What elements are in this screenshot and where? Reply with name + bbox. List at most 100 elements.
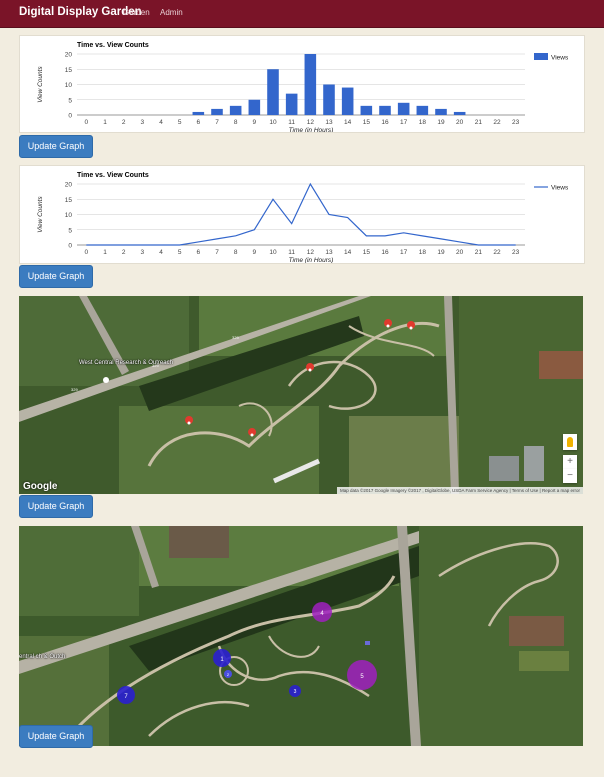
marker-cluster[interactable]: 7 <box>117 686 135 704</box>
update-graph-button-3[interactable]: Update Graph <box>19 495 93 518</box>
x-tick-label: 23 <box>512 249 520 256</box>
x-tick-label: 16 <box>381 119 389 126</box>
x-tick-label: 14 <box>344 249 352 256</box>
x-tick-label: 15 <box>363 249 371 256</box>
x-tick-label: 6 <box>197 119 201 126</box>
x-tick-label: 13 <box>325 249 333 256</box>
svg-text:7: 7 <box>124 694 128 700</box>
chart-bar <box>379 105 391 115</box>
y-axis-label: View Counts <box>37 196 44 233</box>
x-tick-label: 21 <box>475 119 483 126</box>
x-tick-label: 9 <box>253 119 257 126</box>
google-logo: Google <box>23 481 58 492</box>
map-marker-pin[interactable] <box>384 319 393 337</box>
x-tick-label: 0 <box>85 249 89 256</box>
x-tick-label: 20 <box>456 119 464 126</box>
legend-label: Views <box>551 185 569 192</box>
x-tick-label: 10 <box>269 249 277 256</box>
bar-chart-panel: Time vs. View Counts 0 5 10 15 20 View Counts 0… <box>19 35 585 134</box>
svg-text:4: 4 <box>320 611 324 617</box>
y-tick-label: 20 <box>65 182 73 189</box>
satellite-map-clusters[interactable]: 4 1 2 5 3 7 entral ch & Outch <box>19 526 583 746</box>
chart-bar <box>323 84 335 115</box>
chart-bar <box>397 102 410 115</box>
satellite-map-markers[interactable]: 329 329 329 West Central Research & Outr… <box>19 296 583 494</box>
map-marker-pin[interactable] <box>407 321 416 339</box>
x-tick-label: 16 <box>381 249 389 256</box>
map-marker-pin[interactable] <box>185 416 194 434</box>
x-tick-label: 12 <box>307 249 315 256</box>
map-imagery: 329 329 329 <box>19 296 583 494</box>
x-tick-label: 17 <box>400 249 408 256</box>
nav-admin-link[interactable]: Admin <box>160 8 183 17</box>
chart-bar <box>192 111 205 115</box>
place-marker-icon <box>103 377 109 383</box>
x-tick-label: 15 <box>363 119 371 126</box>
x-tick-label: 18 <box>419 249 427 256</box>
x-tick-label: 17 <box>400 119 408 126</box>
svg-text:1: 1 <box>220 657 224 663</box>
x-tick-label: 3 <box>141 249 145 256</box>
chart-bar <box>211 108 223 115</box>
road-label: 329 <box>71 387 78 392</box>
y-tick-label: 20 <box>65 52 73 59</box>
marker-cluster[interactable]: 4 <box>312 602 332 622</box>
map-marker-pin[interactable] <box>248 428 257 446</box>
x-tick-label: 13 <box>325 119 333 126</box>
chart-bar <box>285 93 298 115</box>
street-view-pegman-icon[interactable] <box>563 434 577 450</box>
map-attribution[interactable]: Map data ©2017 Google Imagery ©2017 , Di… <box>337 487 583 494</box>
y-tick-label: 15 <box>65 67 73 74</box>
marker-cluster[interactable]: 3 <box>289 685 301 697</box>
chart-bar <box>248 99 261 115</box>
chart-bar <box>435 108 447 115</box>
update-graph-button-4[interactable]: Update Graph <box>19 725 93 748</box>
x-tick-label: 2 <box>122 119 126 126</box>
line-chart-panel: Time vs. View Counts 0 5 10 15 20 View Counts 0… <box>19 165 585 264</box>
x-tick-label: 20 <box>456 249 464 256</box>
x-tick-label: 18 <box>419 119 427 126</box>
chart-bar <box>416 105 429 115</box>
x-tick-label: 11 <box>288 249 295 256</box>
x-tick-label: 1 <box>103 249 107 256</box>
chart-bar <box>453 111 466 115</box>
chart-title: Time vs. View Counts <box>77 172 149 179</box>
chart-bar <box>304 54 317 115</box>
marker-cluster[interactable]: 5 <box>347 660 377 690</box>
svg-text:3: 3 <box>294 689 297 695</box>
x-tick-label: 3 <box>141 119 145 126</box>
x-tick-label: 12 <box>307 119 315 126</box>
x-tick-label: 22 <box>493 249 501 256</box>
chart-line <box>86 182 516 246</box>
x-tick-label: 22 <box>493 119 501 126</box>
legend-label: Views <box>551 55 569 62</box>
chart-title: Time vs. View Counts <box>77 42 149 49</box>
place-label: entral ch & Outch <box>19 654 66 660</box>
chart-bar <box>229 105 242 115</box>
nav-garden-link[interactable]: Garden <box>123 8 150 17</box>
x-tick-label: 8 <box>234 119 238 126</box>
marker-cluster[interactable]: 2 <box>224 670 232 678</box>
x-tick-label: 9 <box>253 249 257 256</box>
y-tick-label: 5 <box>68 97 72 104</box>
chart-bar <box>267 69 279 115</box>
marker-cluster[interactable]: 1 <box>213 649 231 667</box>
x-tick-label: 2 <box>122 249 126 256</box>
zoom-out-button[interactable]: − <box>563 469 577 483</box>
svg-text:5: 5 <box>360 674 364 680</box>
x-tick-label: 7 <box>215 119 219 126</box>
x-axis-label: Time (in Hours) <box>289 127 334 132</box>
x-tick-label: 23 <box>512 119 520 126</box>
x-tick-label: 10 <box>269 119 277 126</box>
update-graph-button-2[interactable]: Update Graph <box>19 265 93 288</box>
x-tick-label: 5 <box>178 249 182 256</box>
brand-link[interactable]: Digital Display Garden <box>19 6 142 18</box>
zoom-in-button[interactable]: + <box>563 455 577 469</box>
navbar: Digital Display Garden Garden Admin <box>0 0 604 28</box>
update-graph-button-1[interactable]: Update Graph <box>19 135 93 158</box>
x-tick-label: 19 <box>437 119 445 126</box>
road-label: 329 <box>152 363 159 368</box>
x-tick-label: 4 <box>159 249 163 256</box>
chart-bar <box>341 87 354 115</box>
map-marker-pin[interactable] <box>306 363 315 381</box>
